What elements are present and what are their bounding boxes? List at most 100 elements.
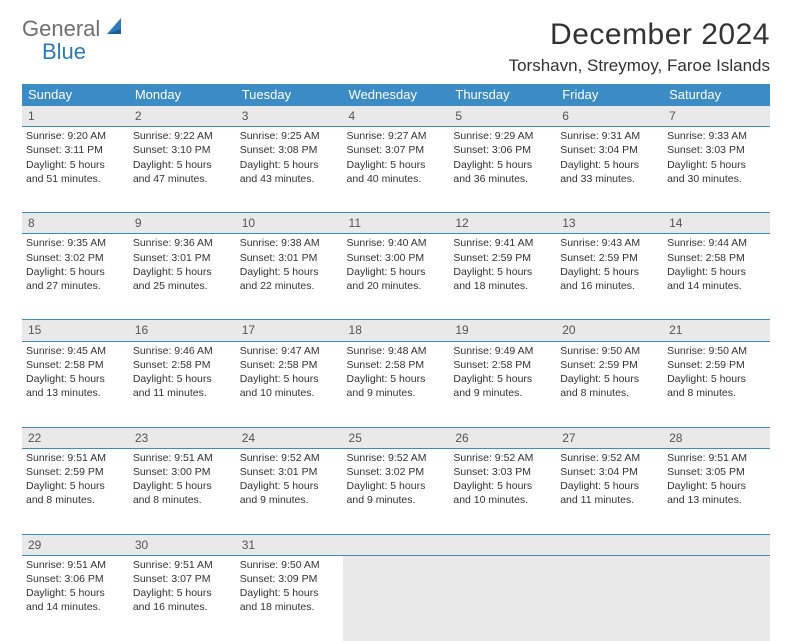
sunrise-text: Sunrise: 9:31 AM (560, 129, 659, 143)
day-cell: Sunrise: 9:51 AMSunset: 3:07 PMDaylight:… (129, 555, 236, 641)
brand-word-2: Blue (22, 39, 86, 64)
sunset-text: Sunset: 2:59 PM (560, 251, 659, 265)
daylight-text-line1: Daylight: 5 hours (133, 586, 232, 600)
daylight-text-line2: and 18 minutes. (453, 279, 552, 293)
sunrise-text: Sunrise: 9:45 AM (26, 344, 125, 358)
day-number-cell: 25 (343, 427, 450, 448)
sunrise-text: Sunrise: 9:50 AM (240, 558, 339, 572)
day-number-cell: 22 (22, 427, 129, 448)
day-cell: Sunrise: 9:20 AMSunset: 3:11 PMDaylight:… (22, 127, 129, 213)
day-cell: Sunrise: 9:51 AMSunset: 3:00 PMDaylight:… (129, 448, 236, 534)
sunrise-text: Sunrise: 9:46 AM (133, 344, 232, 358)
day-cell: Sunrise: 9:50 AMSunset: 2:59 PMDaylight:… (663, 341, 770, 427)
day-cell: Sunrise: 9:50 AMSunset: 3:09 PMDaylight:… (236, 555, 343, 641)
daylight-text-line1: Daylight: 5 hours (133, 372, 232, 386)
day-number-cell: 29 (22, 534, 129, 555)
day-cell (663, 555, 770, 641)
week-row: Sunrise: 9:51 AMSunset: 2:59 PMDaylight:… (22, 448, 770, 534)
daylight-text-line1: Daylight: 5 hours (26, 158, 125, 172)
sunset-text: Sunset: 2:59 PM (453, 251, 552, 265)
day-cell: Sunrise: 9:29 AMSunset: 3:06 PMDaylight:… (449, 127, 556, 213)
sunset-text: Sunset: 3:10 PM (133, 143, 232, 157)
sunset-text: Sunset: 2:59 PM (26, 465, 125, 479)
day-number-cell (343, 534, 450, 555)
sunrise-text: Sunrise: 9:48 AM (347, 344, 446, 358)
daylight-text-line2: and 36 minutes. (453, 172, 552, 186)
title-block: December 2024 Torshavn, Streymoy, Faroe … (509, 18, 770, 76)
brand-logo: General Blue (22, 18, 127, 64)
daylight-text-line1: Daylight: 5 hours (453, 265, 552, 279)
day-number-cell: 17 (236, 320, 343, 341)
daylight-text-line1: Daylight: 5 hours (240, 158, 339, 172)
sunset-text: Sunset: 2:58 PM (667, 251, 766, 265)
daylight-text-line2: and 16 minutes. (560, 279, 659, 293)
day-number-cell: 31 (236, 534, 343, 555)
daylight-text-line2: and 30 minutes. (667, 172, 766, 186)
daylight-text-line2: and 20 minutes. (347, 279, 446, 293)
sunset-text: Sunset: 2:59 PM (667, 358, 766, 372)
day-cell: Sunrise: 9:52 AMSunset: 3:01 PMDaylight:… (236, 448, 343, 534)
day-number-cell: 13 (556, 213, 663, 234)
sunrise-text: Sunrise: 9:52 AM (453, 451, 552, 465)
day-number-cell: 5 (449, 106, 556, 127)
daylight-text-line2: and 10 minutes. (240, 386, 339, 400)
day-number-cell: 1 (22, 106, 129, 127)
day-cell (556, 555, 663, 641)
day-cell: Sunrise: 9:46 AMSunset: 2:58 PMDaylight:… (129, 341, 236, 427)
sunrise-text: Sunrise: 9:33 AM (667, 129, 766, 143)
day-number-cell: 19 (449, 320, 556, 341)
day-number-cell: 16 (129, 320, 236, 341)
location-subtitle: Torshavn, Streymoy, Faroe Islands (509, 56, 770, 76)
day-number-cell: 24 (236, 427, 343, 448)
sunset-text: Sunset: 2:58 PM (453, 358, 552, 372)
sunset-text: Sunset: 3:02 PM (347, 465, 446, 479)
day-number-cell (556, 534, 663, 555)
sunset-text: Sunset: 3:00 PM (133, 465, 232, 479)
sunrise-text: Sunrise: 9:40 AM (347, 236, 446, 250)
daylight-text-line1: Daylight: 5 hours (453, 479, 552, 493)
day-number-cell (449, 534, 556, 555)
day-cell: Sunrise: 9:27 AMSunset: 3:07 PMDaylight:… (343, 127, 450, 213)
day-number-cell: 14 (663, 213, 770, 234)
weekday-header: Monday (129, 84, 236, 106)
day-number-row: 891011121314 (22, 213, 770, 234)
day-cell: Sunrise: 9:50 AMSunset: 2:59 PMDaylight:… (556, 341, 663, 427)
day-cell: Sunrise: 9:31 AMSunset: 3:04 PMDaylight:… (556, 127, 663, 213)
sunset-text: Sunset: 2:58 PM (26, 358, 125, 372)
daylight-text-line2: and 14 minutes. (667, 279, 766, 293)
weekday-header: Thursday (449, 84, 556, 106)
day-cell: Sunrise: 9:52 AMSunset: 3:03 PMDaylight:… (449, 448, 556, 534)
daylight-text-line1: Daylight: 5 hours (560, 158, 659, 172)
day-cell: Sunrise: 9:41 AMSunset: 2:59 PMDaylight:… (449, 234, 556, 320)
day-number-cell: 12 (449, 213, 556, 234)
sunset-text: Sunset: 3:07 PM (133, 572, 232, 586)
daylight-text-line2: and 47 minutes. (133, 172, 232, 186)
weekday-header-row: Sunday Monday Tuesday Wednesday Thursday… (22, 84, 770, 106)
sunrise-text: Sunrise: 9:36 AM (133, 236, 232, 250)
sunset-text: Sunset: 3:03 PM (667, 143, 766, 157)
day-number-cell: 23 (129, 427, 236, 448)
daylight-text-line2: and 27 minutes. (26, 279, 125, 293)
daylight-text-line1: Daylight: 5 hours (667, 372, 766, 386)
day-number-cell: 11 (343, 213, 450, 234)
daylight-text-line1: Daylight: 5 hours (133, 158, 232, 172)
daylight-text-line2: and 8 minutes. (560, 386, 659, 400)
daylight-text-line1: Daylight: 5 hours (560, 479, 659, 493)
day-cell: Sunrise: 9:43 AMSunset: 2:59 PMDaylight:… (556, 234, 663, 320)
sunrise-text: Sunrise: 9:51 AM (133, 558, 232, 572)
sunrise-text: Sunrise: 9:52 AM (240, 451, 339, 465)
daylight-text-line1: Daylight: 5 hours (347, 372, 446, 386)
day-cell (343, 555, 450, 641)
sunset-text: Sunset: 3:04 PM (560, 465, 659, 479)
month-title: December 2024 (509, 18, 770, 52)
day-number-cell: 9 (129, 213, 236, 234)
sunrise-text: Sunrise: 9:25 AM (240, 129, 339, 143)
day-cell: Sunrise: 9:52 AMSunset: 3:04 PMDaylight:… (556, 448, 663, 534)
daylight-text-line1: Daylight: 5 hours (560, 372, 659, 386)
daylight-text-line2: and 9 minutes. (240, 493, 339, 507)
daylight-text-line1: Daylight: 5 hours (240, 372, 339, 386)
sunrise-text: Sunrise: 9:51 AM (26, 558, 125, 572)
daylight-text-line1: Daylight: 5 hours (667, 158, 766, 172)
daylight-text-line1: Daylight: 5 hours (560, 265, 659, 279)
daylight-text-line2: and 13 minutes. (26, 386, 125, 400)
